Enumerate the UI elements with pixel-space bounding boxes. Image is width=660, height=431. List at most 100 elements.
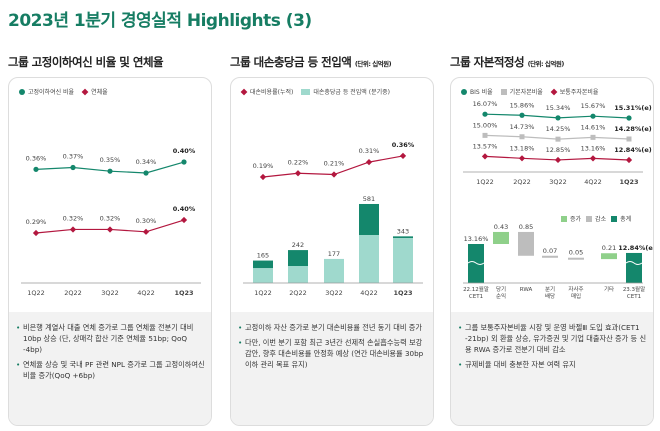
panel3-title: 그룹 자본적정성 (단위: 십억원) xyxy=(450,54,564,70)
legend-label: BIS 비율 xyxy=(470,89,493,96)
capital-chart: 16.07% 15.86% 15.34% 15.67% 15.31%(e) 15.00% 1… xyxy=(463,100,654,300)
panel3-title-text: 그룹 자본적정성 xyxy=(450,55,525,69)
data-point xyxy=(69,226,77,233)
bar-value-label: 165 xyxy=(257,252,269,260)
data-label: 13.16% xyxy=(464,235,489,243)
x-tick-label: 2Q22 xyxy=(64,289,82,297)
data-label: 13.18% xyxy=(510,144,535,152)
data-point xyxy=(590,113,596,119)
data-label: 0.19% xyxy=(253,162,274,170)
data-point xyxy=(482,132,488,138)
data-point xyxy=(555,136,561,142)
data-label: 15.67% xyxy=(581,102,606,110)
note-item: 고정이하 자산 증가로 분기 대손비용률 전년 동기 대비 증가 xyxy=(238,322,427,333)
axis-break-icon xyxy=(625,261,643,265)
x-tick-label: 자사주 xyxy=(568,285,583,293)
legend-label: 고정이하여신 비율 xyxy=(28,89,75,96)
bar-value-label: 343 xyxy=(397,227,409,235)
note-item: 다만, 이번 분기 포함 최근 3년간 선제적 손실흡수능력 보강 감안, 향후… xyxy=(238,337,427,370)
legend-item: 연체율 xyxy=(81,87,108,96)
legend-item: 증가 xyxy=(561,214,581,223)
circle-marker-icon xyxy=(19,88,25,95)
legend-label: 감소 xyxy=(595,216,607,223)
panel1-title-text: 그룹 고정이하여신 비율 및 연체율 xyxy=(8,55,164,69)
square-marker-icon xyxy=(611,215,618,222)
bar-segment-light xyxy=(393,237,413,283)
waterfall-legend: 증가 감소 총계 xyxy=(561,214,631,223)
waterfall-bar xyxy=(601,253,617,260)
data-label: 0.32% xyxy=(100,214,121,222)
data-point xyxy=(625,156,633,164)
page-title: 2023년 1분기 경영실적 Highlights (3) xyxy=(8,11,312,31)
data-label: 0.37% xyxy=(63,153,84,161)
x-tick-label: 2Q22 xyxy=(513,178,531,186)
legend-label: 보통주자본비율 xyxy=(559,89,599,96)
x-tick-label: 4Q22 xyxy=(360,289,378,297)
legend-item: 총계 xyxy=(611,214,631,223)
legend-label: 증가 xyxy=(570,216,582,223)
data-point xyxy=(259,173,267,181)
data-label: 0.31% xyxy=(359,147,380,155)
data-point xyxy=(365,159,373,166)
x-tick-label: 1Q23 xyxy=(393,289,412,297)
data-label: 12.84%(e) xyxy=(618,244,654,252)
note-item: 그룹 보통주자본비율 시장 및 운영 바젤Ⅲ 도입 효과(CET1 -21bp)… xyxy=(458,322,647,355)
legend-label: 대손비용률(누적) xyxy=(250,89,294,96)
data-label: 12.85% xyxy=(546,146,571,154)
data-label: 0.40% xyxy=(173,147,196,155)
panel2-title-text: 그룹 대손충당금 등 전입액 xyxy=(230,55,352,69)
data-point xyxy=(107,168,113,174)
data-label: 0.21% xyxy=(324,160,345,168)
data-label: 0.29% xyxy=(26,218,47,226)
legend-label: 기본자본비율 xyxy=(509,89,543,96)
data-point xyxy=(519,134,525,140)
x-tick-label: 4Q22 xyxy=(584,178,602,186)
bar-segment-dark xyxy=(253,260,273,269)
x-tick-label: 기타 xyxy=(604,285,614,293)
data-label: 0.35% xyxy=(100,156,121,164)
data-label: 15.34% xyxy=(546,104,571,112)
data-label: 0.21 xyxy=(602,244,616,252)
data-label: 0.30% xyxy=(136,217,157,225)
x-tick-label: 23.3월말 xyxy=(623,285,645,293)
data-point xyxy=(106,226,114,233)
data-label: 12.84%(e) xyxy=(614,146,651,154)
x-tick-label: 분기 xyxy=(545,285,555,293)
x-tick-label: 2Q22 xyxy=(289,289,307,297)
x-tick-label: 4Q22 xyxy=(137,289,155,297)
data-label: 15.31%(e) xyxy=(614,104,651,112)
legend-item: 보통주자본비율 xyxy=(550,87,599,96)
data-point xyxy=(294,170,302,177)
data-point xyxy=(143,170,149,176)
bar-segment-light xyxy=(324,258,344,283)
square-marker-icon xyxy=(586,215,593,222)
legend: BIS 비율 기본자본비율 보통주자본비율 xyxy=(461,87,598,96)
x-tick-label: CET1 xyxy=(469,294,483,300)
panel1-title: 그룹 고정이하여신 비율 및 연체율 xyxy=(8,54,164,70)
data-point xyxy=(399,152,407,160)
data-point xyxy=(518,155,526,162)
provision-chart: 165 242 177 581 343 0.19% 0.22% 0.21% 0.31% 0.36%… xyxy=(243,141,423,297)
bar-segment-light xyxy=(253,268,273,283)
panel2-notes: 고정이하 자산 증가로 분기 대손비용률 전년 동기 대비 증가 다만, 이번 … xyxy=(231,312,433,425)
data-label: 0.85 xyxy=(519,223,533,231)
data-point xyxy=(32,229,40,237)
note-item: 규제비율 대비 충분한 자본 여력 유지 xyxy=(458,359,647,370)
square-marker-icon xyxy=(301,88,311,95)
data-label: 0.43 xyxy=(494,223,508,231)
data-label: 13.16% xyxy=(581,144,606,152)
data-point xyxy=(555,115,561,121)
bar-value-label: 242 xyxy=(292,241,304,249)
data-point xyxy=(554,156,562,164)
bar-segment-dark xyxy=(359,203,379,235)
panel1-notes: 비은행 계열사 대출 연체 증가로 그룹 연체율 전분기 대비 10bp 상승 … xyxy=(9,312,211,425)
data-label: 0.32% xyxy=(63,214,84,222)
data-label: 0.36% xyxy=(26,154,47,162)
data-label: 14.61% xyxy=(581,123,606,131)
data-point xyxy=(180,216,188,224)
x-tick-label: 순익 xyxy=(496,292,506,300)
data-point xyxy=(626,136,632,142)
data-label: 0.40% xyxy=(173,205,196,213)
axis-break-icon xyxy=(467,261,485,265)
npl-chart: 0.36% 0.37% 0.35% 0.34% 0.40% 0.29% 0.32% 0.32%… xyxy=(21,147,201,297)
